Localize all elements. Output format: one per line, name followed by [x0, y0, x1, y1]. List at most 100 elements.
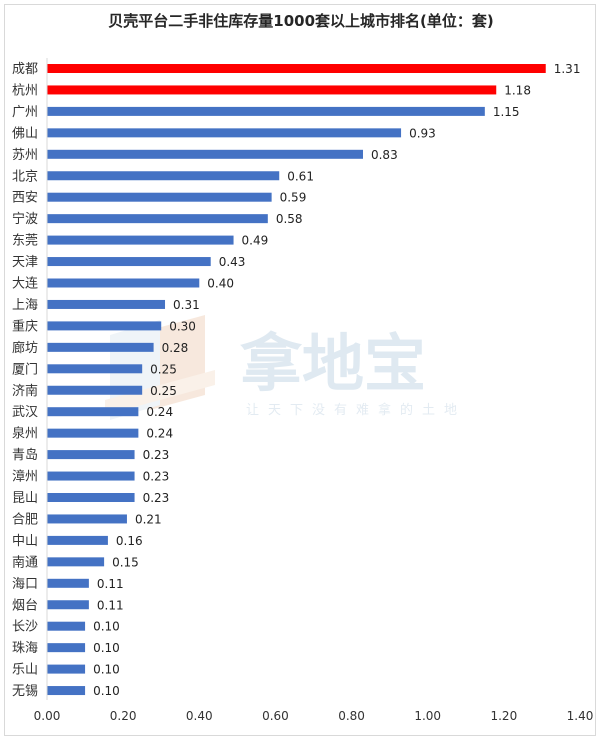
category-label: 济南 — [12, 383, 38, 399]
data-label: 0.10 — [93, 641, 120, 655]
category-label: 宁波 — [12, 211, 38, 227]
data-label: 0.49 — [242, 234, 269, 248]
data-label: 0.43 — [219, 255, 246, 269]
bar — [47, 493, 135, 502]
bar — [47, 643, 85, 652]
category-labels: 成都杭州广州佛山苏州北京西安宁波东莞天津大连上海重庆廊坊厦门济南武汉泉州青岛漳州… — [12, 62, 38, 699]
category-label: 珠海 — [12, 641, 38, 656]
data-label: 0.93 — [409, 126, 436, 140]
data-label: 1.15 — [493, 105, 520, 119]
x-tick-labels: 0.000.200.400.600.801.001.201.40 — [34, 709, 594, 723]
data-label: 0.58 — [276, 212, 303, 226]
data-label: 0.25 — [150, 384, 177, 398]
bar — [47, 514, 127, 523]
bar — [47, 386, 142, 395]
bar — [47, 321, 161, 330]
data-label: 1.31 — [554, 62, 581, 76]
bar — [47, 472, 135, 481]
bar — [47, 107, 485, 116]
category-label: 厦门 — [12, 362, 38, 377]
bar — [47, 257, 211, 266]
data-label: 0.24 — [146, 405, 173, 419]
category-label: 成都 — [12, 62, 38, 77]
data-label: 0.24 — [146, 427, 173, 441]
data-label: 0.30 — [169, 319, 196, 333]
x-tick-label: 1.20 — [490, 709, 517, 723]
category-label: 乐山 — [12, 663, 38, 678]
x-tick-label: 1.40 — [567, 709, 594, 723]
category-label: 海口 — [12, 577, 38, 592]
category-label: 杭州 — [12, 83, 38, 98]
data-label: 0.61 — [287, 169, 314, 183]
category-label: 佛山 — [12, 126, 38, 141]
bar — [47, 536, 108, 545]
x-tick-label: 0.20 — [110, 709, 137, 723]
bar — [47, 429, 138, 438]
category-label: 苏州 — [12, 147, 38, 163]
bar — [47, 300, 165, 309]
data-label: 0.10 — [93, 684, 120, 698]
x-tick-label: 0.40 — [186, 709, 213, 723]
data-label: 0.25 — [150, 362, 177, 376]
bar — [47, 128, 401, 137]
bar — [47, 622, 85, 631]
bar — [47, 64, 546, 73]
category-label: 大连 — [12, 276, 38, 292]
bar — [47, 665, 85, 674]
bar — [47, 171, 279, 180]
bar — [47, 600, 89, 609]
bar — [47, 279, 199, 288]
watermark-text: 拿地宝 — [240, 327, 426, 400]
category-label: 广州 — [12, 105, 38, 120]
category-label: 中山 — [12, 534, 38, 549]
data-label: 0.31 — [173, 298, 200, 312]
data-label: 0.83 — [371, 148, 398, 162]
bar — [47, 214, 268, 223]
bar — [47, 364, 142, 373]
x-tick-label: 1.00 — [414, 709, 441, 723]
bar — [47, 557, 104, 566]
bar — [47, 343, 154, 352]
bar — [47, 150, 363, 159]
bar — [47, 236, 234, 245]
data-label: 0.21 — [135, 512, 162, 526]
category-label: 西安 — [12, 191, 38, 206]
data-label: 0.11 — [97, 577, 124, 591]
category-label: 东莞 — [12, 234, 38, 249]
bar — [47, 407, 138, 416]
category-label: 昆山 — [12, 491, 38, 506]
x-tick-label: 0.60 — [262, 709, 289, 723]
x-tick-label: 0.00 — [34, 709, 61, 723]
bar — [47, 85, 496, 94]
data-label: 0.23 — [143, 448, 170, 462]
category-label: 泉州 — [12, 426, 38, 442]
category-label: 武汉 — [12, 405, 38, 420]
category-label: 上海 — [12, 298, 38, 313]
category-label: 合肥 — [12, 512, 38, 527]
category-label: 无锡 — [12, 684, 38, 699]
data-label: 0.10 — [93, 620, 120, 634]
bar — [47, 450, 135, 459]
data-label: 0.23 — [143, 470, 170, 484]
category-label: 重庆 — [12, 318, 38, 334]
category-label: 廊坊 — [12, 340, 38, 356]
watermark-slogan: 让天下没有难拿的土地 — [246, 402, 466, 418]
category-label: 天津 — [12, 255, 38, 270]
data-label: 0.16 — [116, 534, 143, 548]
data-label: 0.23 — [143, 491, 170, 505]
data-label: 0.59 — [280, 191, 307, 205]
category-label: 漳州 — [12, 469, 38, 485]
category-label: 青岛 — [12, 447, 38, 463]
data-label: 0.10 — [93, 663, 120, 677]
data-label: 0.28 — [162, 341, 189, 355]
data-label: 0.11 — [97, 598, 124, 612]
data-label: 0.40 — [207, 277, 234, 291]
data-label: 0.15 — [112, 555, 139, 569]
category-label: 北京 — [12, 169, 38, 184]
category-label: 烟台 — [12, 598, 38, 613]
bar — [47, 193, 272, 202]
category-label: 南通 — [12, 554, 38, 570]
bar — [47, 579, 89, 588]
bar-chart: 拿地宝 让天下没有难拿的土地 成都杭州广州佛山苏州北京西安宁波东莞天津大连上海重… — [0, 0, 602, 740]
data-label: 1.18 — [504, 83, 531, 97]
